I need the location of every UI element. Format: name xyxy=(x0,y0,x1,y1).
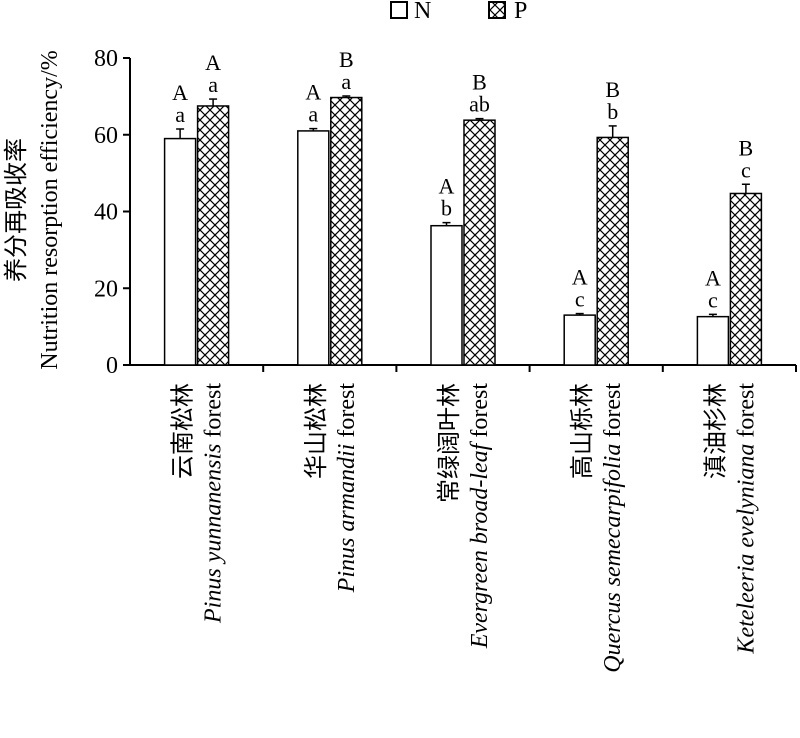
letter-lower: b xyxy=(607,99,618,124)
category-label-en: Pinus yunnanensis forest xyxy=(201,383,227,624)
letter-upper: A xyxy=(305,80,321,105)
letter-upper: A xyxy=(439,174,455,199)
letter-upper: B xyxy=(472,70,487,95)
bar-p xyxy=(729,192,763,366)
category-label-cn: 云南松林 xyxy=(169,383,197,479)
letter-lower: b xyxy=(441,196,452,221)
bar-p xyxy=(463,119,496,366)
letter-upper: A xyxy=(172,80,188,105)
category-label-en-plain: forest xyxy=(467,383,493,444)
y-tick-label: 80 xyxy=(94,46,118,72)
letter-lower: a xyxy=(341,69,351,94)
letter-upper: A xyxy=(572,265,588,290)
y-ticks: 0 20 40 60 80 xyxy=(94,46,130,379)
category-label-en: Keteleeria evelyniana forest xyxy=(733,383,759,655)
letter-lower: ab xyxy=(469,92,490,117)
category-label-cn: 常绿阔叶林 xyxy=(435,383,463,503)
y-tick-label: 40 xyxy=(94,200,118,226)
category-label-en-italic: Keteleeria evelyniana xyxy=(733,444,759,655)
bar-p xyxy=(330,96,363,366)
category-label-cn: 华山松林 xyxy=(302,383,330,479)
category-label-en-italic: Quercus semecarpifolia xyxy=(600,444,626,673)
letter-lower: c xyxy=(708,287,718,312)
category-label-cn: 滇油杉林 xyxy=(701,383,729,479)
y-tick-label: 0 xyxy=(106,353,118,379)
category-label-en-plain: forest xyxy=(334,383,360,444)
letter-lower: a xyxy=(175,102,185,127)
category-label-en-plain: forest xyxy=(600,383,626,444)
y-axis-title-en: Nutrition resorption efficiency/% xyxy=(37,50,63,369)
bar-n xyxy=(297,130,330,366)
category-label-cn: 高山栎林 xyxy=(568,383,596,479)
y-axis-title-cn: 养分再吸收率 xyxy=(2,138,30,282)
bars xyxy=(163,95,763,366)
bar-n xyxy=(430,224,463,366)
letter-upper: B xyxy=(339,47,354,72)
letter-upper: A xyxy=(205,50,221,75)
category-label-en: Evergreen broad-leaf forest xyxy=(467,383,493,650)
letter-lower: c xyxy=(741,157,751,182)
bar-n xyxy=(163,137,197,366)
legend-swatch-n xyxy=(390,1,408,19)
legend-label-p: P xyxy=(514,0,527,24)
category-label-en: Quercus semecarpifolia forest xyxy=(600,383,626,673)
category-label-en-italic: Evergreen broad-leaf xyxy=(467,440,493,649)
bar-n xyxy=(696,315,730,366)
category-label-en: Pinus armandii forest xyxy=(334,383,360,594)
letter-lower: a xyxy=(308,102,318,127)
y-tick-label: 20 xyxy=(94,276,118,302)
category-label-en-italic: Pinus armandii xyxy=(334,444,360,594)
category-label-en-italic: Pinus yunnanensis xyxy=(201,444,227,624)
letter-lower: c xyxy=(575,287,585,312)
category-label-en-plain: forest xyxy=(201,383,227,444)
y-tick-label: 60 xyxy=(94,123,118,149)
bar-n xyxy=(563,314,596,366)
letter-upper: B xyxy=(605,77,620,102)
bar-p xyxy=(196,105,230,366)
category-label-en-plain: forest xyxy=(733,383,759,444)
letter-lower: a xyxy=(208,72,218,97)
x-ticks xyxy=(262,365,797,372)
legend: N P xyxy=(390,0,527,24)
letter-upper: B xyxy=(739,135,754,160)
bar-p xyxy=(596,136,629,366)
letter-upper: A xyxy=(705,265,721,290)
legend-label-n: N xyxy=(414,0,431,24)
legend-swatch-p xyxy=(488,1,506,19)
